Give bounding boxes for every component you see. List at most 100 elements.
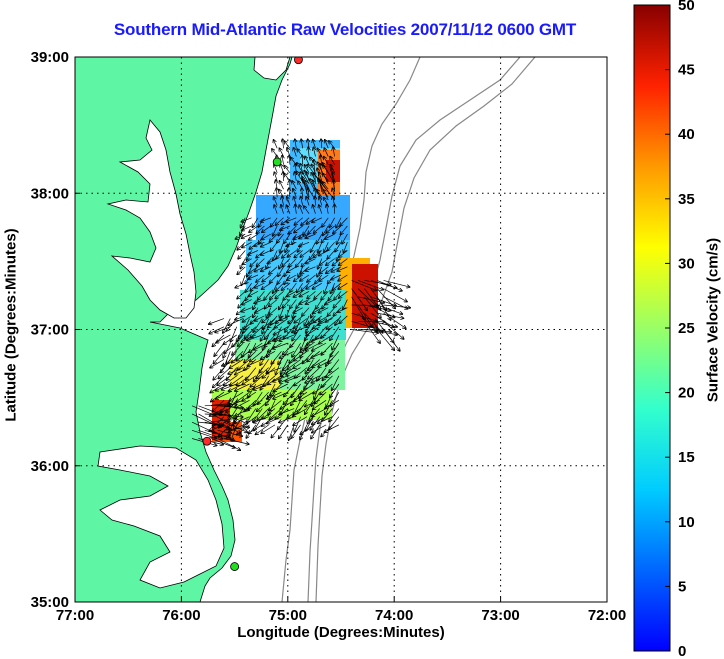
velocity-arrow (276, 188, 277, 198)
velocity-arrow (267, 318, 282, 328)
station-marker (272, 157, 282, 167)
velocity-arrow (253, 391, 263, 406)
velocity-arrow (223, 405, 249, 410)
velocity-arrow (247, 359, 263, 366)
velocity-arrow (304, 165, 310, 173)
velocity-arrow (314, 291, 323, 299)
velocity-arrow (299, 391, 314, 400)
velocity-arrow (278, 266, 284, 277)
velocity-arrow (281, 282, 291, 290)
velocity-arrow (241, 217, 252, 222)
velocity-arrow (264, 291, 272, 300)
velocity-arrow (357, 280, 383, 289)
velocity-arrow (254, 315, 265, 321)
x-tick-label: 72:00 (588, 607, 626, 624)
velocity-arrow (321, 139, 322, 149)
velocity-arrow (364, 321, 380, 343)
velocity-arrow (272, 250, 278, 260)
velocity-arrow (198, 405, 222, 415)
velocity-arrow (284, 173, 291, 182)
velocity-arrow (313, 147, 315, 157)
colorbar-tick-label: 0 (678, 643, 686, 659)
velocity-arrow (275, 291, 284, 298)
velocity-arrow (211, 404, 237, 405)
velocity-arrow (282, 196, 284, 206)
velocity-arrow (229, 359, 244, 368)
velocity-arrow (313, 139, 316, 149)
velocity-arrow (351, 296, 366, 320)
velocity-arrow (289, 258, 297, 267)
velocity-arrow (329, 416, 340, 430)
velocity-arrow (204, 404, 231, 407)
velocity-arrow (310, 179, 323, 201)
velocity-arrow (319, 266, 329, 274)
velocity-arrow (303, 179, 316, 201)
velocity-arrow (217, 413, 244, 417)
y-tick-label: 38:00 (31, 185, 69, 202)
velocity-arrow (256, 258, 265, 267)
velocity-arrow (294, 318, 308, 329)
velocity-arrow (264, 326, 276, 340)
y-tick-label: 37:00 (31, 322, 69, 339)
colorbar-tick-label: 50 (678, 0, 695, 14)
velocity-arrow (269, 408, 282, 420)
velocity-arrow (302, 351, 314, 363)
velocity-arrow (317, 189, 323, 198)
velocity-arrow (290, 282, 297, 292)
velocity-arrow (257, 408, 269, 421)
velocity-arrow (317, 148, 323, 157)
velocity-arrow (223, 318, 231, 334)
x-tick-label: 73:00 (481, 607, 519, 624)
velocity-arrow (248, 291, 259, 296)
velocity-arrow (364, 296, 381, 318)
velocity-arrow (330, 156, 335, 165)
velocity-arrow (297, 149, 303, 157)
velocity-arrow (237, 291, 246, 299)
velocity-arrow (301, 196, 303, 206)
velocity-arrow (312, 400, 327, 409)
velocity-arrow (293, 307, 303, 314)
velocity-arrow (293, 291, 303, 297)
velocity-arrow (270, 315, 278, 325)
velocity-arrow (292, 181, 297, 190)
velocity-arrow (306, 318, 320, 328)
velocity-arrow (306, 326, 320, 336)
velocity-arrow (272, 225, 278, 236)
velocity-arrow (324, 242, 329, 252)
velocity-arrow (317, 242, 323, 252)
chesapeake-bay (106, 119, 197, 319)
x-axis-label: Longitude (Degrees:Minutes) (237, 624, 445, 641)
velocity-arrow (262, 318, 276, 329)
velocity-arrow (245, 282, 252, 292)
velocity-arrow (289, 188, 290, 198)
velocity-arrow (333, 299, 342, 308)
velocity-arrow (228, 383, 244, 391)
velocity-arrow (271, 351, 282, 364)
velocity-arrow (261, 282, 271, 289)
velocity-arrow (377, 304, 403, 314)
velocity-arrow (323, 156, 329, 165)
velocity-arrow (198, 413, 220, 427)
velocity-arrow (254, 282, 265, 288)
velocity-arrow (241, 225, 252, 231)
velocity-arrow (340, 217, 348, 226)
velocity-arrow (383, 288, 408, 302)
velocity-arrow (318, 307, 329, 313)
velocity-arrow (338, 282, 348, 289)
velocity-arrow (281, 205, 284, 214)
velocity-arrow (331, 168, 335, 192)
velocity-arrow (299, 205, 304, 214)
velocity-arrow (223, 438, 249, 445)
velocity-arrow (320, 181, 335, 201)
velocity-arrow (319, 334, 333, 344)
velocity-arrow (256, 274, 265, 282)
velocity-arrow (272, 149, 278, 157)
velocity-arrow (320, 383, 333, 395)
velocity-arrow (308, 367, 320, 379)
velocity-arrow (286, 217, 297, 222)
velocity-arrow (330, 326, 340, 341)
velocity-arrow (275, 217, 284, 226)
velocity-arrow (214, 342, 225, 356)
colorbar-tick-label: 30 (678, 255, 695, 272)
velocity-arrow (308, 315, 316, 324)
